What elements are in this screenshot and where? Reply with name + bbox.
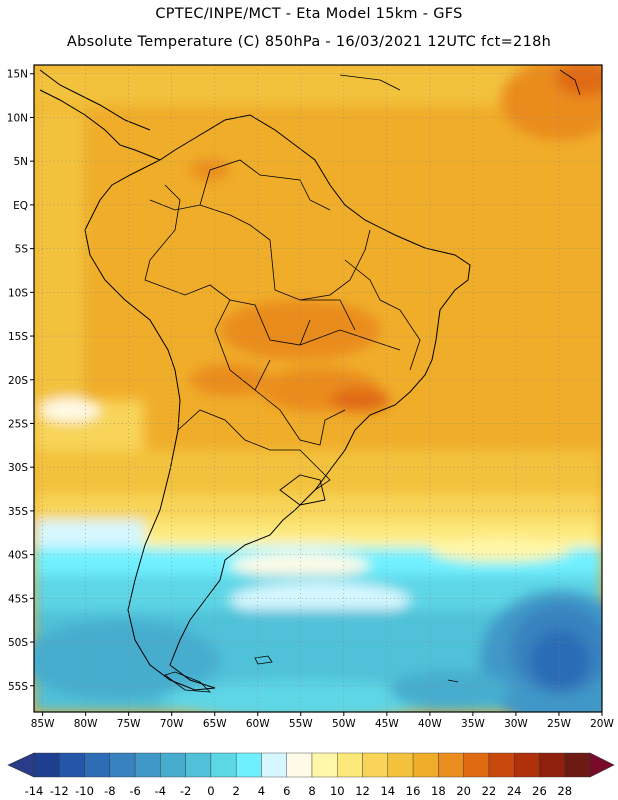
colorbar-swatch: [337, 752, 363, 778]
lon-label: 55W: [289, 718, 313, 730]
axis-ticks: [30, 73, 603, 716]
south-america-coastline: [84, 114, 471, 691]
lon-label: 35W: [461, 718, 485, 730]
colorbar-swatch: [513, 752, 540, 778]
colorbar-swatch: [160, 752, 186, 778]
colorbar-label: 4: [258, 784, 265, 798]
lon-label: 80W: [74, 718, 98, 730]
latitude-labels: 15N 10N 5N EQ 5S 10S 15S 20S 25S 30S 35S 40S 45S 50S 5…: [7, 69, 29, 693]
colorbar-swatch: [59, 752, 85, 778]
lon-label: 30W: [504, 718, 528, 730]
colorbar-label: 22: [482, 784, 497, 798]
colorbar-swatch: [412, 752, 439, 778]
colorbar-swatch: [286, 752, 313, 778]
colorbar-swatch: [438, 752, 464, 778]
colorbar-label: 28: [557, 784, 572, 798]
colorbar: [7, 752, 615, 778]
lon-label: 60W: [246, 718, 270, 730]
lat-label: 10N: [7, 112, 28, 124]
lat-label: 35S: [8, 506, 28, 518]
colorbar-label: 2: [233, 784, 240, 798]
colorbar-label: 12: [355, 784, 370, 798]
colorbar-swatch: [362, 752, 389, 778]
lat-label: 45S: [8, 593, 28, 605]
colorbar-label: 0: [207, 784, 214, 798]
lat-label: 15N: [7, 69, 28, 81]
colorbar-label: 18: [431, 784, 446, 798]
colorbar-label: -4: [155, 784, 166, 798]
lat-label: 15S: [8, 331, 28, 343]
lon-label: 75W: [117, 718, 141, 730]
colorbar-label: 14: [380, 784, 395, 798]
lat-label: 10S: [8, 287, 28, 299]
coastlines: [39, 69, 581, 693]
temperature-field: [34, 65, 602, 712]
longitude-labels: 85W 80W 75W 70W 65W 60W 55W 50W 45W 40W 35W 30W 25W 2…: [31, 718, 615, 730]
colorbar-label: 26: [532, 784, 547, 798]
colorbar-labels: -14 -12 -10 -8 -6 -4 -2 0 2 4 6 8 10 12 14 16 18 20 22 24 26…: [25, 784, 572, 798]
lon-label: 40W: [418, 718, 442, 730]
map-frame: [33, 64, 603, 713]
colorbar-swatch: [311, 752, 338, 778]
lat-label: EQ: [13, 200, 28, 212]
lon-label: 25W: [547, 718, 571, 730]
colorbar-swatch: [539, 752, 565, 778]
colorbar-swatch: [235, 752, 262, 778]
colorbar-label: -8: [104, 784, 115, 798]
colorbar-label: 6: [283, 784, 290, 798]
colorbar-label: -2: [180, 784, 191, 798]
lon-label: 85W: [31, 718, 55, 730]
lon-label: 50W: [332, 718, 356, 730]
lon-label: 70W: [160, 718, 184, 730]
graticule: [34, 65, 602, 712]
lat-label: 55S: [8, 681, 28, 693]
colorbar-swatch: [109, 752, 136, 778]
colorbar-label: 8: [308, 784, 315, 798]
colorbar-swatch: [387, 752, 414, 778]
colorbar-label: -14: [25, 784, 44, 798]
colorbar-swatch: [488, 752, 515, 778]
central-america-coastline-north: [39, 69, 151, 131]
lon-label: 20W: [590, 718, 614, 730]
colorbar-label: -10: [75, 784, 94, 798]
lat-label: 30S: [8, 462, 28, 474]
colorbar-over-triangle: [589, 752, 615, 778]
lat-label: 50S: [8, 637, 28, 649]
country-borders: [144, 159, 421, 491]
map-title-line2: Absolute Temperature (C) 850hPa - 16/03/…: [66, 34, 552, 50]
lat-label: 5S: [15, 244, 29, 256]
colorbar-swatch: [463, 752, 490, 778]
central-america-coastline: [39, 89, 161, 161]
colorbar-label: -6: [129, 784, 140, 798]
colorbar-label: 24: [507, 784, 522, 798]
map-title-line1: CPTEC/INPE/MCT - Eta Model 15km - GFS: [155, 6, 463, 22]
colorbar-swatch: [33, 752, 60, 778]
colorbar-swatch: [564, 752, 591, 778]
colorbar-label: 10: [330, 784, 345, 798]
colorbar-swatch: [261, 752, 287, 778]
colorbar-under-triangle: [7, 752, 35, 778]
lat-label: 40S: [8, 550, 28, 562]
lon-label: 65W: [203, 718, 227, 730]
colorbar-swatch: [134, 752, 161, 778]
colorbar-label: 16: [406, 784, 421, 798]
colorbar-swatch: [185, 752, 212, 778]
colorbar-swatch: [84, 752, 111, 778]
lat-label: 25S: [8, 418, 28, 430]
colorbar-label: -12: [50, 784, 69, 798]
colorbar-label: 20: [456, 784, 471, 798]
lat-label: 20S: [8, 375, 28, 387]
lat-label: 5N: [13, 156, 28, 168]
colorbar-swatch: [210, 752, 237, 778]
lon-label: 45W: [375, 718, 399, 730]
